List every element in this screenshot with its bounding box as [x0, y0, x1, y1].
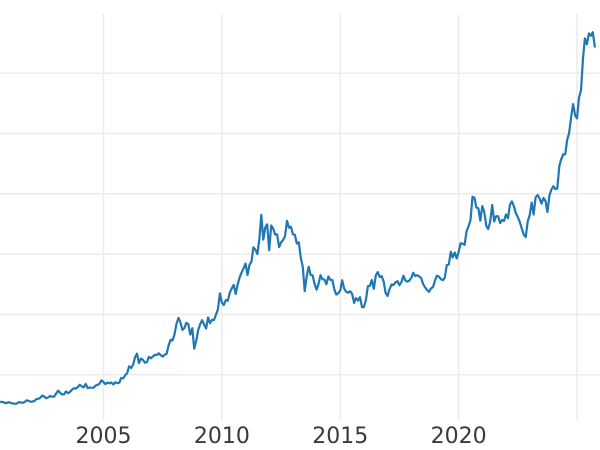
x-tick-label-2015: 2015	[312, 424, 369, 449]
x-tick-label-2010: 2010	[193, 424, 250, 449]
x-tick-label-2020: 2020	[430, 424, 487, 449]
x-tick-label-2005: 2005	[75, 424, 132, 449]
price-series-line	[0, 31, 596, 405]
